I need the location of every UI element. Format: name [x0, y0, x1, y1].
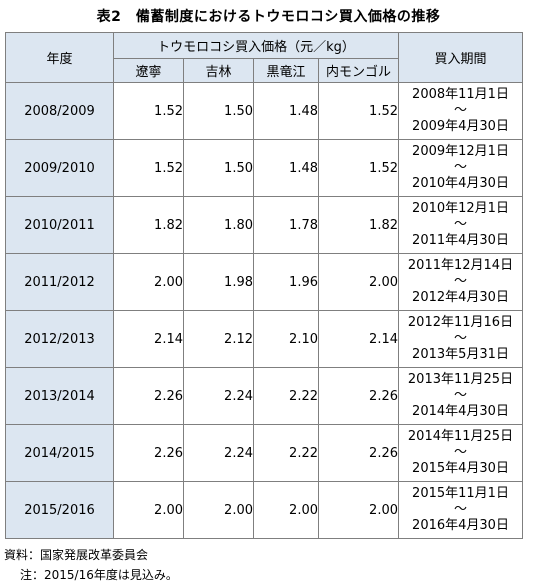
period-separator: ～	[453, 217, 467, 232]
price-cell: 1.52	[318, 82, 399, 140]
table-row: 2008/2009 1.52 1.50 1.48 1.52 2008年11月1日～ 2009…	[5, 82, 523, 140]
price-cell: 1.52	[113, 139, 184, 197]
price-cell: 2.14	[318, 310, 399, 368]
year-cell: 2015/2016	[5, 481, 114, 539]
period-separator: ～	[453, 388, 467, 403]
period-cell: 2009年12月1日～ 2010年4月30日	[398, 139, 523, 197]
price-cell: 2.00	[253, 481, 319, 539]
period-start: 2011年12月14日	[407, 258, 514, 273]
header-period: 買入期間	[398, 32, 523, 83]
period-cell: 2014年11月25日～ 2015年4月30日	[398, 424, 523, 482]
price-cell: 2.26	[113, 424, 184, 482]
year-cell: 2010/2011	[5, 196, 114, 254]
period-start: 2009年12月1日	[412, 144, 509, 159]
year-cell: 2014/2015	[5, 424, 114, 482]
footnote: 注：2015/16年度は見込み。	[20, 568, 178, 582]
table-row: 2012/2013 2.14 2.12 2.10 2.14 2012年11月16日～ 201…	[5, 310, 523, 368]
price-cell: 2.00	[113, 253, 184, 311]
price-cell: 2.12	[183, 310, 254, 368]
period-separator: ～	[453, 160, 467, 175]
table-row: 2013/2014 2.26 2.24 2.22 2.26 2013年11月25日～ 201…	[5, 367, 523, 425]
period-cell: 2015年11月1日～ 2016年4月30日	[398, 481, 523, 539]
period-end: 2009年4月30日	[412, 119, 509, 134]
price-cell: 1.48	[253, 82, 319, 140]
period-start: 2008年11月1日	[412, 87, 509, 102]
period-end: 2010年4月30日	[412, 176, 509, 191]
period-cell: 2010年12月1日～ 2011年4月30日	[398, 196, 523, 254]
year-cell: 2011/2012	[5, 253, 114, 311]
price-cell: 1.48	[253, 139, 319, 197]
period-end: 2015年4月30日	[412, 461, 509, 476]
year-cell: 2013/2014	[5, 367, 114, 425]
period-end: 2012年4月30日	[412, 290, 509, 305]
price-cell: 1.78	[253, 196, 319, 254]
header-province: 吉林	[183, 58, 254, 83]
price-cell: 2.22	[253, 367, 319, 425]
price-cell: 1.50	[183, 82, 254, 140]
header-province: 内モンゴル	[318, 58, 399, 83]
period-start: 2015年11月1日	[412, 486, 509, 501]
price-cell: 1.82	[113, 196, 184, 254]
period-end: 2016年4月30日	[412, 518, 509, 533]
header-year: 年度	[5, 32, 114, 83]
price-cell: 2.26	[318, 424, 399, 482]
corn-price-table: 年度 トウモロコシ買入価格（元／kg） 買入期間 遼寧 吉林 黒竜江 内モンゴル…	[5, 32, 523, 539]
price-cell: 2.00	[183, 481, 254, 539]
price-cell: 2.00	[318, 481, 399, 539]
period-start: 2012年11月16日	[407, 315, 514, 330]
period-start: 2014年11月25日	[407, 429, 514, 444]
table-row: 2014/2015 2.26 2.24 2.22 2.26 2014年11月25日～ 201…	[5, 424, 523, 482]
price-cell: 1.52	[318, 139, 399, 197]
period-cell: 2008年11月1日～ 2009年4月30日	[398, 82, 523, 140]
period-end: 2014年4月30日	[412, 404, 509, 419]
period-start: 2013年11月25日	[407, 372, 514, 387]
table-row: 2015/2016 2.00 2.00 2.00 2.00 2015年11月1日～ 2016…	[5, 481, 523, 539]
price-cell: 2.24	[183, 367, 254, 425]
header-province: 遼寧	[113, 58, 184, 83]
price-cell: 2.10	[253, 310, 319, 368]
table-row: 2009/2010 1.52 1.50 1.48 1.52 2009年12月1日～ 2010…	[5, 139, 523, 197]
header-price-group: トウモロコシ買入価格（元／kg）	[113, 32, 399, 59]
period-end: 2011年4月30日	[412, 233, 509, 248]
period-separator: ～	[453, 445, 467, 460]
period-start: 2010年12月1日	[412, 201, 509, 216]
period-cell: 2011年12月14日～ 2012年4月30日	[398, 253, 523, 311]
year-cell: 2012/2013	[5, 310, 114, 368]
year-cell: 2009/2010	[5, 139, 114, 197]
period-separator: ～	[453, 103, 467, 118]
price-cell: 1.82	[318, 196, 399, 254]
table-row: 2011/2012 2.00 1.98 1.96 2.00 2011年12月14日～ 201…	[5, 253, 523, 311]
price-cell: 1.96	[253, 253, 319, 311]
price-cell: 1.98	[183, 253, 254, 311]
price-cell: 1.52	[113, 82, 184, 140]
header-province: 黒竜江	[253, 58, 319, 83]
period-end: 2013年5月31日	[412, 347, 509, 362]
price-cell: 2.00	[113, 481, 184, 539]
period-separator: ～	[453, 274, 467, 289]
price-cell: 2.22	[253, 424, 319, 482]
table-row: 2010/2011 1.82 1.80 1.78 1.82 2010年12月1日～ 2011…	[5, 196, 523, 254]
price-cell: 1.50	[183, 139, 254, 197]
price-cell: 2.26	[113, 367, 184, 425]
table-title: 表2 備蓄制度におけるトウモロコシ買入価格の推移	[96, 9, 441, 25]
source-note: 資料：国家発展改革委員会	[4, 548, 149, 562]
period-separator: ～	[453, 331, 467, 346]
price-cell: 2.24	[183, 424, 254, 482]
period-cell: 2013年11月25日～ 2014年4月30日	[398, 367, 523, 425]
price-cell: 2.00	[318, 253, 399, 311]
price-cell: 2.26	[318, 367, 399, 425]
year-cell: 2008/2009	[5, 82, 114, 140]
price-cell: 2.14	[113, 310, 184, 368]
period-cell: 2012年11月16日～ 2013年5月31日	[398, 310, 523, 368]
price-cell: 1.80	[183, 196, 254, 254]
period-separator: ～	[453, 502, 467, 517]
